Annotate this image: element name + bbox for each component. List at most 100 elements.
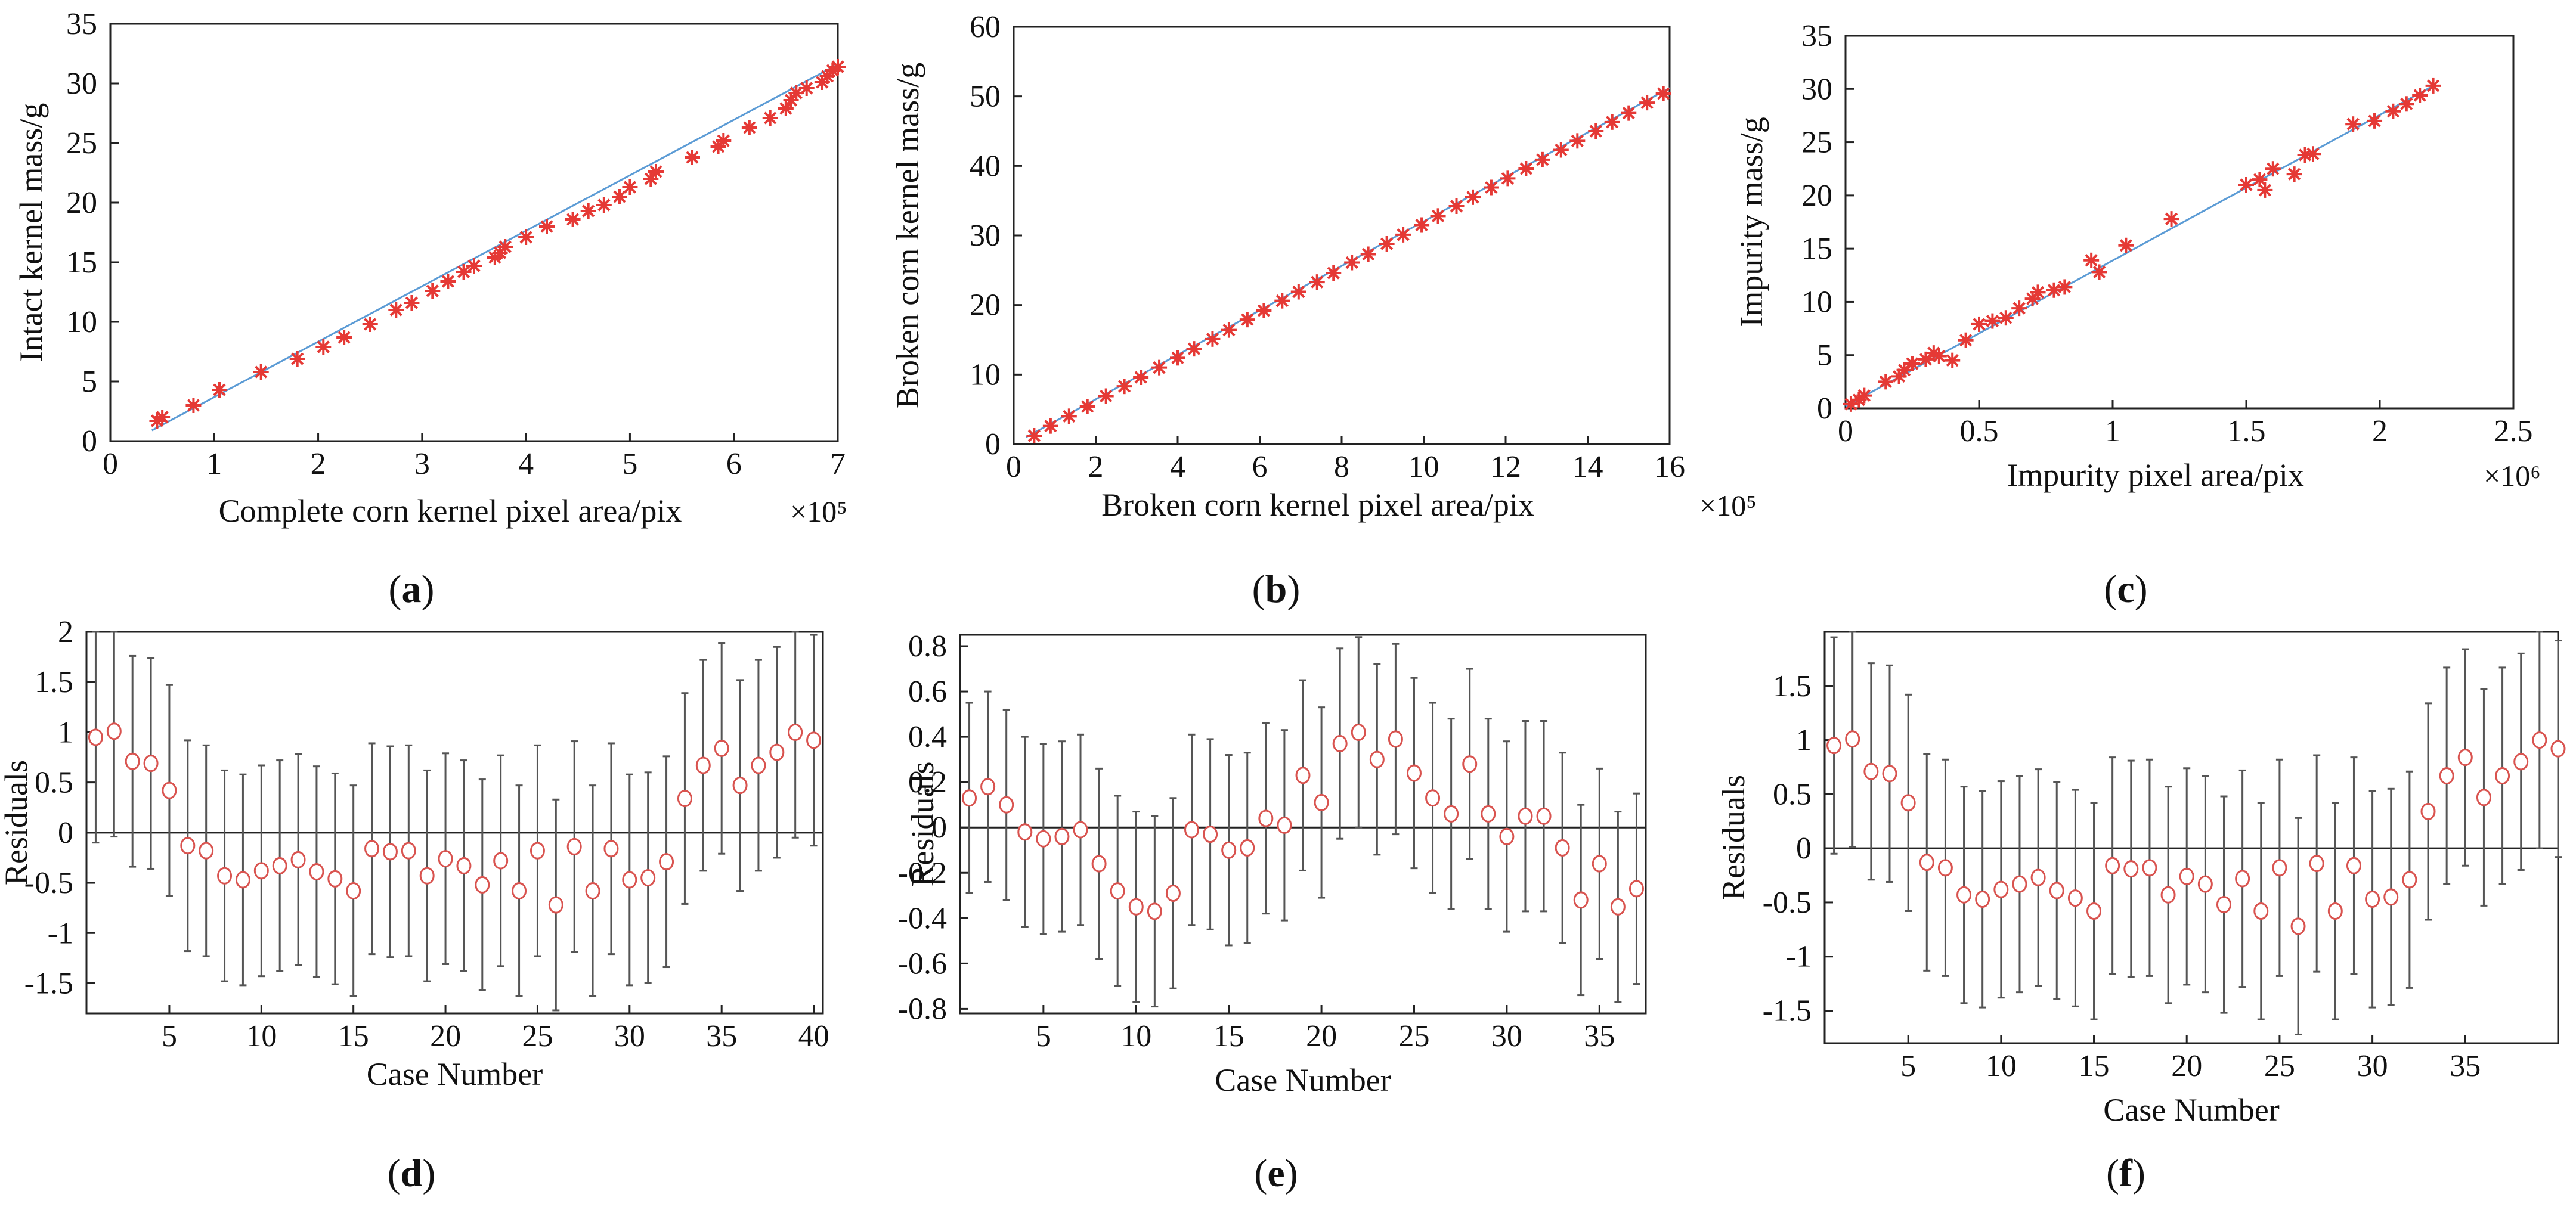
data-point [1098,388,1114,404]
residual-point [2457,749,2473,767]
residual-point [217,867,233,885]
y-tick-label: -0.8 [898,992,947,1026]
plot-frame [85,631,824,1015]
residual-point [1221,841,1237,859]
residual-point [1240,839,1255,857]
data-point [1274,293,1290,309]
residual-point [125,752,140,770]
data-point [622,179,638,195]
residual-point [1863,762,1879,780]
data-point [2118,237,2134,253]
residual-point [493,852,509,870]
data-point [362,317,378,332]
residual-point [1258,809,1274,827]
x-axis-label: Case Number [367,1056,543,1092]
data-point [2265,161,2281,177]
residual-point [162,781,177,799]
residual-point [2346,857,2361,874]
y-tick-label: -0.5 [1763,886,1812,920]
x-tick-label: 25 [1398,1019,1429,1053]
residual-point [1073,821,1088,839]
residual-point [1054,827,1070,845]
residual-point [1592,855,1607,873]
data-point [1116,379,1132,395]
residual-point [1937,859,1953,877]
data-point [1430,208,1446,224]
residual-point [714,739,729,757]
residual-point [980,778,996,796]
data-point [1655,86,1671,101]
residual-point [456,857,472,874]
panel-label-a-open: ( [389,567,402,611]
data-point [2030,284,2046,300]
y-tick-label: 0.8 [908,629,947,663]
y-tick-label: -0.2 [898,856,947,890]
x-tick-label: 7 [830,447,846,481]
residual-point [603,840,619,858]
data-point [2163,211,2179,227]
residual-point [2420,802,2436,820]
data-point [612,189,627,204]
y-tick-label: 0 [82,424,97,458]
panel-f: 5 10 15 20 25 30 35 -1.5 -1 -0.5 0 0.5 1 1.5 Case Numb… [1716,631,2566,1128]
panel-label-d: (d) [388,1152,436,1195]
residual-point [88,728,103,746]
panel-label-f-close: ) [2132,1152,2145,1195]
data-point [2046,282,2062,298]
panel-a: 0 1 2 3 4 5 6 7 0 5 10 15 20 25 30 35 Complete corn kern… [13,7,847,529]
panel-label-d-close: ) [422,1152,435,1195]
x-tick-label: 16 [1654,450,1685,484]
x-axis-label: Impurity pixel area/pix [2007,457,2304,493]
panel-label-a-letter: a [402,567,422,611]
data-point [1925,345,1942,361]
x-tick-label: 2 [311,447,326,481]
data-point [1414,217,1430,233]
residual-point [2402,871,2417,889]
residual-point [788,723,803,741]
panel-label-e-letter: e [1267,1152,1284,1195]
data-point [643,171,659,187]
residual-point [253,862,269,880]
data-point [2398,96,2414,112]
residual-point [1128,898,1144,916]
panel-label-c-open: ( [2104,567,2117,611]
residual-point [1351,724,1366,742]
data-point [1553,142,1569,158]
data-point [289,351,305,367]
y-tick-label: 25 [1801,126,1832,160]
data-point [716,133,732,148]
svg-text:(e): (e) [1254,1152,1298,1195]
data-point [1998,310,2014,326]
x-tick-label: 1 [2105,414,2120,448]
residual-point [1555,839,1570,857]
x-tick-label: 10 [1120,1019,1151,1053]
data-point [798,80,815,96]
y-tick-label: 0.6 [908,675,947,709]
residual-point [2365,891,2380,908]
y-tick-label: 0.2 [908,765,947,799]
plot-frame [959,634,1647,1015]
residual-point [1518,807,1533,825]
x-tick-label: 3 [414,447,430,481]
data-point [1239,312,1255,328]
residual-point [1110,882,1125,900]
residual-point [769,743,785,761]
data-point [518,229,534,245]
data-point [1984,313,2001,329]
data-point [2425,77,2441,94]
residual-point [2105,857,2120,874]
residual-point [1444,805,1459,823]
svg-text:(c): (c) [2104,567,2147,611]
residual-point [806,731,822,749]
residual-point [695,756,711,774]
y-tick-label: 0 [1796,832,1812,866]
x-tick-label: 0 [1006,450,1021,484]
residual-point [1993,880,2009,898]
plot-frame [109,23,839,442]
y-tick-label: 1 [1796,724,1812,758]
y-tick-label: 0.5 [1773,777,1812,811]
x-tick-label: 5 [622,447,637,481]
data-point [1151,359,1168,376]
data-point [762,110,778,126]
data-point [1290,284,1306,300]
